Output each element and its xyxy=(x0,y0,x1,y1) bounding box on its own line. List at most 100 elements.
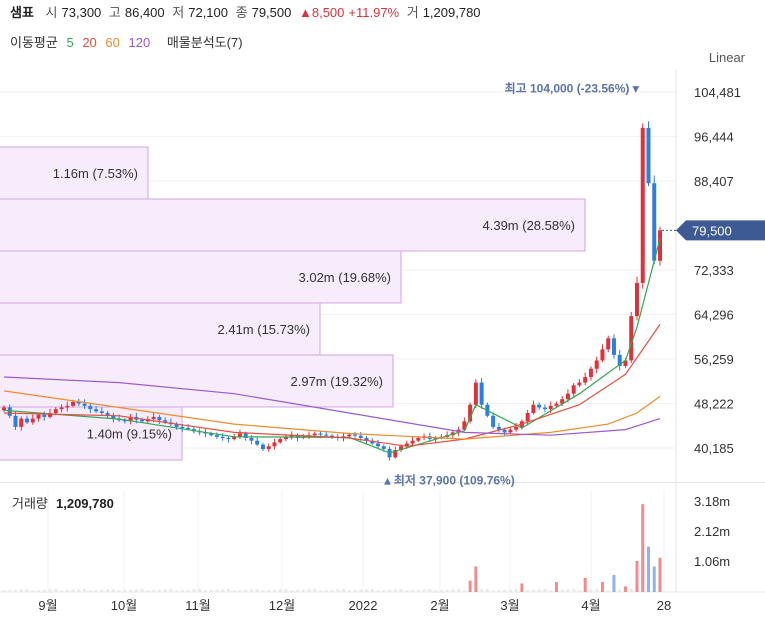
candle-body xyxy=(606,338,611,350)
volume-profile-label: 4.39m (28.58%) xyxy=(483,218,576,233)
time-tick-label: 2월 xyxy=(430,598,449,613)
volume-bar xyxy=(8,589,12,592)
candle-body xyxy=(59,407,64,410)
ma-60-line xyxy=(3,390,661,440)
price-tick-label: 88,407 xyxy=(694,174,734,189)
volume-bar xyxy=(652,566,656,592)
candle-body xyxy=(347,434,352,437)
volume-bar xyxy=(439,589,443,592)
open-value: 73,300 xyxy=(61,5,102,20)
change-percent: +11.97% xyxy=(348,5,400,20)
volume-bar xyxy=(641,504,645,592)
time-tick-label: 10월 xyxy=(111,598,137,613)
volume-bar xyxy=(416,589,420,592)
candle-body xyxy=(364,437,369,441)
volume-bar xyxy=(272,589,276,592)
volume-bar xyxy=(508,589,512,592)
candle-body xyxy=(151,416,156,420)
volume-bar xyxy=(100,589,104,592)
candle-body xyxy=(65,405,70,408)
candle-body xyxy=(30,418,35,423)
volume-bar xyxy=(221,589,225,592)
volume-bar xyxy=(606,590,610,592)
candle-body xyxy=(462,421,467,430)
volume-bar xyxy=(336,589,340,592)
candle-body xyxy=(19,418,24,427)
ma-20-line xyxy=(3,324,661,447)
volume-bar xyxy=(537,589,541,592)
volume-bar xyxy=(474,566,478,592)
candle-body xyxy=(111,415,116,419)
volume-bar xyxy=(226,588,230,592)
candle-body xyxy=(634,282,639,317)
volume-bar xyxy=(514,588,518,592)
volume-bar xyxy=(612,575,616,592)
volume-bar xyxy=(560,589,564,592)
candle-body xyxy=(220,436,225,438)
candle-body xyxy=(13,415,18,427)
volume-tick-label: 3.18m xyxy=(694,494,730,509)
candle-body xyxy=(531,404,536,414)
volume-bar xyxy=(255,588,259,592)
close-value: 79,500 xyxy=(251,5,292,20)
price-tick-label: 72,333 xyxy=(694,263,734,278)
volume-bar xyxy=(618,589,622,592)
volume-bar xyxy=(2,590,6,592)
volume-bar xyxy=(342,588,346,592)
candle-body xyxy=(358,435,363,438)
volume-pane-label: 거래량 xyxy=(12,496,48,511)
volume-bar xyxy=(411,589,415,592)
volume-bar xyxy=(192,589,196,592)
candle-body xyxy=(324,434,329,436)
volume-bar xyxy=(313,588,317,592)
volume-bar xyxy=(25,588,29,592)
candle-body xyxy=(623,360,628,366)
volume-bar xyxy=(503,589,507,592)
candle-body xyxy=(381,446,386,450)
volume-bar xyxy=(215,589,219,592)
scale-toggle[interactable]: Linear xyxy=(708,50,745,65)
volume-bar xyxy=(595,589,599,592)
volume-bar xyxy=(365,589,369,592)
candle-body xyxy=(7,407,12,416)
candle-body xyxy=(260,444,265,450)
volume-bar xyxy=(54,588,58,592)
candle-body xyxy=(278,439,283,443)
ma-legend[interactable]: 이동평균 5 20 60 120 매물분석도(7) xyxy=(10,32,248,51)
volume-bar xyxy=(198,588,202,592)
candle-body xyxy=(594,360,599,369)
volume-bar xyxy=(209,589,213,592)
candle-body xyxy=(554,403,559,406)
volume-bar xyxy=(169,588,173,592)
volume-bar xyxy=(134,589,138,592)
candle-body xyxy=(433,437,438,440)
volume-bar xyxy=(434,590,438,592)
volume-profile-label: 1.40m (9.15%) xyxy=(87,427,172,442)
volume-bar xyxy=(83,588,87,592)
candle-body xyxy=(283,436,288,440)
stock-header: 샘표 시 73,300 고 86,400 저 72,100 종 79,500 ▲8,50… xyxy=(10,2,485,22)
volume-bar xyxy=(566,589,570,592)
pane-divider xyxy=(0,482,765,483)
candle-body xyxy=(468,404,473,422)
volume-bar xyxy=(175,590,179,592)
candle-body xyxy=(42,414,47,417)
time-tick-label: 4월 xyxy=(581,598,600,613)
volume-profile-bar xyxy=(0,198,586,252)
candle-body xyxy=(611,338,616,355)
volume-bar xyxy=(267,589,271,592)
volume-bar xyxy=(462,590,466,592)
time-tick-label: 2022 xyxy=(349,598,378,613)
change-value: ▲8,500 xyxy=(298,5,345,20)
volume-value: 1,209,780 xyxy=(422,5,481,20)
candle-body xyxy=(163,420,168,423)
volume-bar xyxy=(531,589,535,592)
volume-bar xyxy=(295,589,299,592)
candle-body xyxy=(232,436,237,440)
volume-bar xyxy=(376,590,380,592)
price-tick-label: 48,222 xyxy=(694,397,734,412)
volume-profile-label: 2.97m (19.32%) xyxy=(291,374,384,389)
volume-label: 거 xyxy=(406,5,419,20)
volume-bar xyxy=(261,590,265,592)
